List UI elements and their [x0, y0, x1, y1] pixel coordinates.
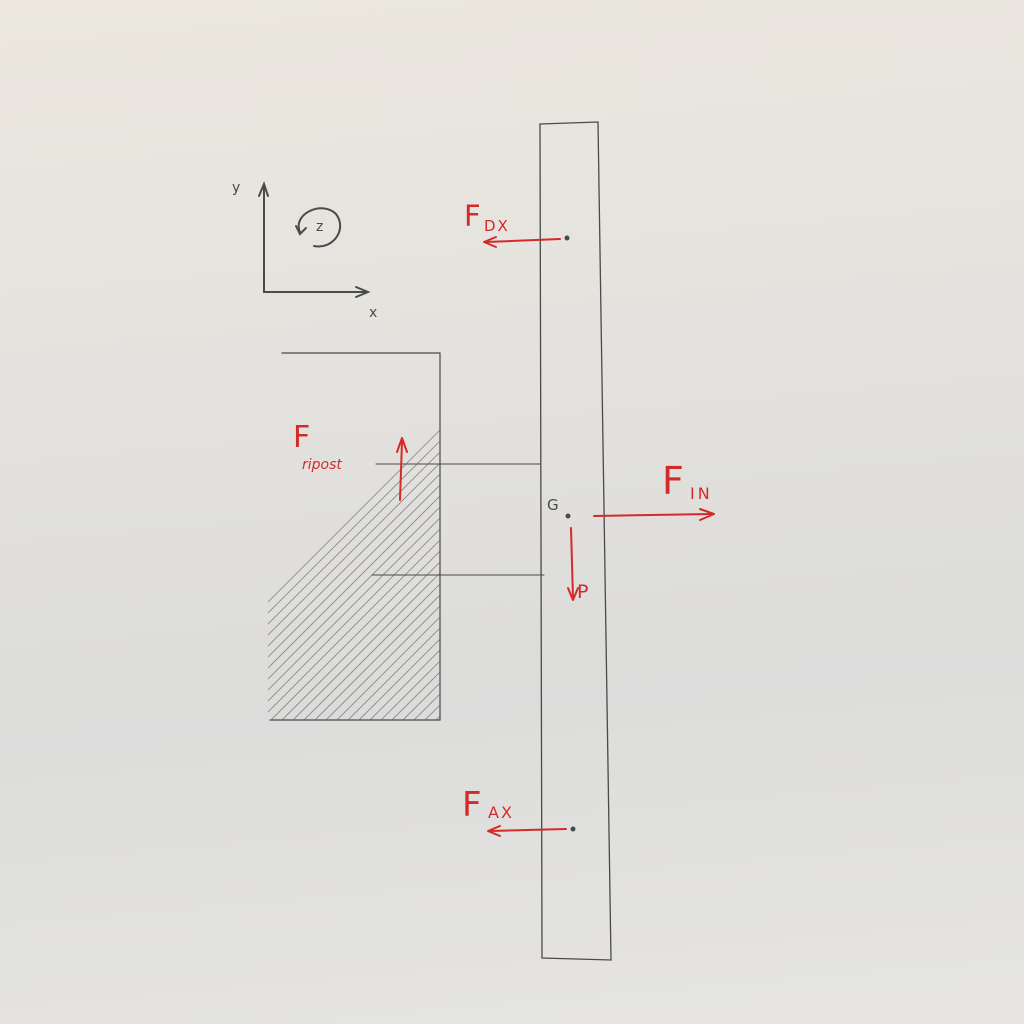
- force-f-in: F IN: [593, 459, 715, 521]
- f-ax-label-sub: AX: [488, 803, 514, 822]
- hatch-line: [358, 638, 440, 720]
- f-dx-arrow: [485, 238, 561, 243]
- y-axis-label: y: [232, 180, 240, 196]
- hatch-line: [447, 340, 827, 720]
- f-dx-application-point: [564, 235, 570, 241]
- support-outline: [269, 352, 441, 721]
- g-point-label: G: [547, 496, 559, 514]
- f-ripost-arrow: [399, 441, 403, 501]
- hatch-line: [281, 561, 440, 720]
- hatch-line: [480, 340, 860, 720]
- force-f-ax: F AX: [462, 785, 576, 837]
- f-in-label-sub: IN: [690, 484, 713, 503]
- weight-label: P: [577, 581, 588, 603]
- f-ax-arrowhead: [487, 825, 501, 837]
- z-axis-label: z: [316, 219, 323, 235]
- hatch-line: [268, 462, 440, 636]
- f-ax-label-main: F: [462, 785, 482, 825]
- hatch-line: [268, 451, 440, 625]
- f-ripost-label-sub: ripost: [302, 457, 342, 473]
- hatch-line: [458, 340, 838, 720]
- z-rotation-arrow-icon: [297, 207, 342, 248]
- hatch-line: [391, 671, 440, 720]
- hatch-line: [270, 550, 440, 720]
- center-of-mass: G P: [547, 496, 588, 603]
- x-axis-arrowhead: [355, 286, 371, 298]
- f-in-arrowhead: [699, 508, 715, 521]
- hatch-line: [369, 649, 440, 720]
- hatch-line: [524, 340, 904, 720]
- vertical-bar: [539, 121, 612, 961]
- hatch-line: [491, 340, 871, 720]
- hatch-line: [424, 704, 440, 720]
- hatch-line: [435, 715, 440, 720]
- hatch-line: [325, 605, 440, 720]
- hatch-line: [535, 340, 915, 720]
- hatch-line: [347, 627, 440, 720]
- coordinate-axes: y x z: [232, 180, 377, 321]
- hatch-line: [268, 440, 440, 614]
- weight-arrow: [570, 527, 574, 599]
- hatch-line: [303, 583, 440, 720]
- hatch-pattern: [268, 340, 915, 720]
- hatch-line: [513, 340, 893, 720]
- hatch-line: [268, 539, 440, 713]
- hatch-line: [469, 340, 849, 720]
- hatch-line: [268, 517, 440, 691]
- g-point-marker: [565, 513, 571, 519]
- y-axis-arrowhead: [258, 181, 269, 197]
- hatched-support: [268, 340, 915, 721]
- f-ax-arrow: [489, 828, 567, 832]
- f-in-label-main: F: [662, 459, 684, 503]
- hatch-line: [268, 506, 440, 680]
- hatch-line: [292, 572, 440, 720]
- hatch-line: [268, 528, 440, 702]
- hatch-line: [402, 682, 440, 720]
- f-ripost-label-main: F: [293, 420, 310, 455]
- hatch-line: [268, 429, 440, 603]
- axis-lines: [263, 187, 367, 293]
- f-ax-application-point: [570, 826, 576, 832]
- hatch-line: [268, 473, 440, 647]
- force-f-ripost: F ripost: [293, 420, 408, 501]
- f-in-arrow: [593, 513, 713, 517]
- f-dx-label-sub: DX: [484, 217, 510, 235]
- z-rotation-arrowhead-icon: [295, 225, 307, 236]
- hatch-line: [314, 594, 440, 720]
- hatch-line: [268, 484, 440, 658]
- f-dx-arrowhead: [483, 236, 497, 248]
- x-axis-label: x: [369, 305, 377, 321]
- hatch-line: [336, 616, 440, 720]
- f-dx-label-main: F: [464, 199, 481, 233]
- force-f-dx: F DX: [464, 199, 570, 248]
- hatch-line: [268, 495, 440, 669]
- f-ripost-arrowhead: [396, 437, 408, 453]
- hatch-line: [502, 340, 882, 720]
- weight-arrowhead: [567, 587, 579, 601]
